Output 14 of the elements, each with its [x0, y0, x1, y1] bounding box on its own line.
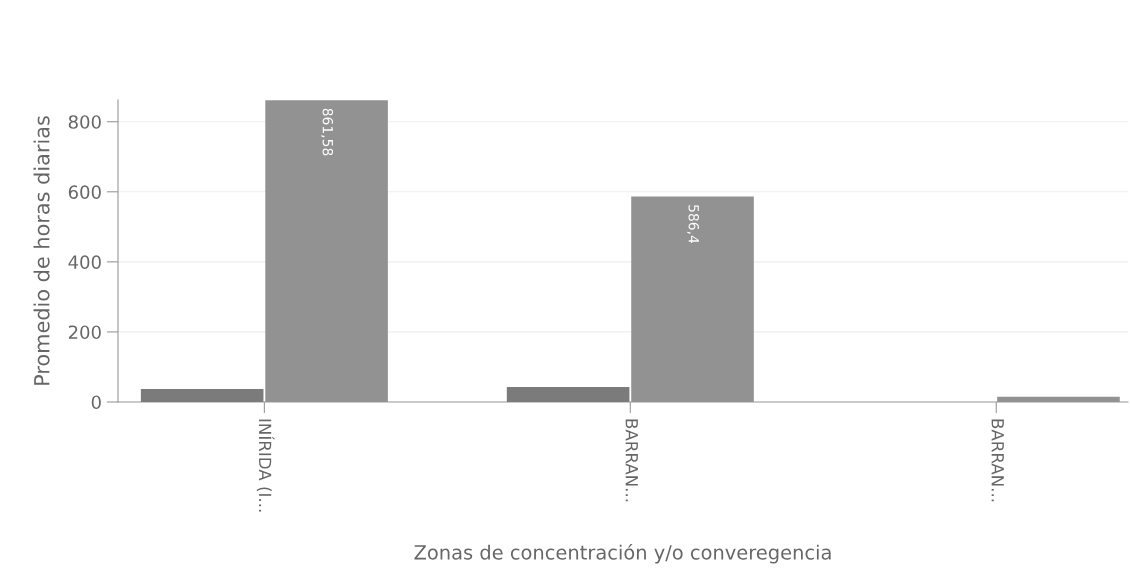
data-label: 586,4: [687, 205, 699, 244]
bar: [506, 386, 630, 402]
x-axis-title: Zonas de concentración y/o converegencia: [414, 543, 831, 564]
y-tick-label: 200: [68, 325, 101, 340]
y-tick-label: 600: [68, 185, 101, 199]
y-axis-title: Promedio de horas diarias: [33, 116, 50, 385]
x-tick-label: BARRAN...: [991, 419, 1004, 502]
data-label: 861,58: [321, 108, 334, 156]
x-tick-label: INÍRIDA (I...: [256, 419, 275, 512]
y-tick-label: 400: [68, 255, 101, 269]
x-tick-label: BARRAN...: [625, 419, 638, 502]
bar: [140, 389, 264, 402]
y-tick-label: 0: [91, 395, 101, 410]
y-tick-label: 800: [68, 115, 101, 129]
